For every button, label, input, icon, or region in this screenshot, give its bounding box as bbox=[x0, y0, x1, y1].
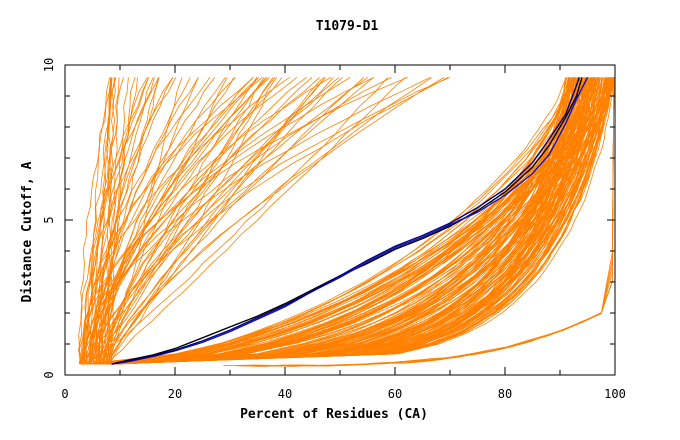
model-curve bbox=[100, 77, 587, 365]
model-curve bbox=[85, 77, 614, 365]
model-curve bbox=[94, 77, 600, 365]
model-curve bbox=[98, 77, 432, 365]
model-curve bbox=[96, 77, 571, 365]
model-curve bbox=[94, 77, 603, 365]
x-tick-label: 100 bbox=[604, 387, 626, 401]
model-curve bbox=[96, 77, 579, 365]
model-curve bbox=[94, 77, 609, 365]
model-curve bbox=[92, 77, 307, 365]
model-curve bbox=[80, 77, 392, 365]
model-curve bbox=[95, 77, 608, 365]
model-curves bbox=[78, 77, 615, 367]
model-curve bbox=[95, 77, 226, 365]
model-curve bbox=[89, 77, 274, 365]
model-curve bbox=[88, 77, 138, 365]
model-curve bbox=[112, 77, 576, 365]
model-curve bbox=[92, 77, 600, 365]
y-axis-label: Distance Cutoff, A bbox=[20, 161, 35, 302]
model-curve bbox=[98, 77, 160, 365]
model-curve bbox=[103, 77, 614, 365]
model-curve bbox=[88, 77, 113, 365]
x-tick-label: 80 bbox=[498, 387, 512, 401]
model-curve bbox=[99, 77, 607, 365]
model-curve bbox=[108, 77, 573, 365]
model-curve bbox=[98, 77, 615, 365]
model-curve bbox=[84, 77, 595, 365]
model-curve bbox=[98, 77, 611, 365]
model-curve bbox=[112, 77, 580, 365]
model-curve bbox=[105, 77, 611, 365]
model-curve bbox=[90, 77, 174, 365]
x-tick-label: 0 bbox=[61, 387, 68, 401]
model-curve bbox=[96, 77, 199, 365]
x-axis-label: Percent of Residues (CA) bbox=[240, 407, 428, 422]
model-curve bbox=[99, 77, 599, 365]
model-curve bbox=[93, 77, 265, 365]
y-tick-label: 10 bbox=[42, 58, 56, 72]
model-curve bbox=[89, 77, 613, 365]
model-curve bbox=[109, 77, 326, 365]
model-curve bbox=[105, 77, 364, 365]
y-tick-label: 5 bbox=[42, 216, 56, 223]
highlight-series-line-1 bbox=[111, 77, 583, 365]
model-curve bbox=[85, 77, 581, 365]
model-curve bbox=[108, 77, 129, 365]
model-curve bbox=[85, 77, 176, 365]
model-curve bbox=[100, 77, 343, 365]
model-curve bbox=[102, 77, 116, 365]
chart-title: T1079-D1 bbox=[316, 19, 379, 34]
model-curve bbox=[78, 77, 113, 365]
model-curve bbox=[95, 77, 608, 365]
model-curve bbox=[112, 77, 567, 365]
model-curve bbox=[82, 77, 263, 365]
model-curve bbox=[92, 77, 449, 365]
model-curve bbox=[104, 77, 340, 365]
model-curve bbox=[110, 77, 588, 365]
model-curve bbox=[95, 77, 570, 365]
model-curve bbox=[238, 77, 615, 367]
model-curve bbox=[83, 77, 574, 365]
model-curve bbox=[100, 77, 573, 365]
tick-labels: 0 20 40 60 80 100 0 5 10 bbox=[42, 58, 626, 401]
highlight-series-line-3 bbox=[111, 77, 580, 365]
model-curve bbox=[108, 77, 577, 365]
axis-ticks bbox=[64, 64, 616, 376]
model-curve bbox=[91, 77, 588, 365]
x-tick-label: 60 bbox=[388, 387, 402, 401]
model-curve bbox=[96, 77, 593, 365]
model-curve bbox=[84, 77, 389, 365]
highlight-curves bbox=[111, 77, 589, 365]
model-curve bbox=[95, 77, 191, 365]
model-curve bbox=[107, 77, 183, 365]
model-curve bbox=[102, 77, 228, 365]
model-curve bbox=[85, 77, 124, 365]
x-tick-label: 40 bbox=[278, 387, 292, 401]
model-curve bbox=[93, 77, 608, 365]
model-curve bbox=[83, 77, 334, 365]
highlight-series-line-2 bbox=[111, 77, 589, 365]
model-curve bbox=[97, 77, 593, 365]
y-tick-label: 0 bbox=[42, 371, 56, 378]
x-tick-label: 20 bbox=[168, 387, 182, 401]
model-curve bbox=[96, 77, 277, 365]
model-curve bbox=[103, 77, 313, 365]
model-curve bbox=[104, 77, 406, 365]
model-curve bbox=[113, 77, 612, 365]
model-curve bbox=[79, 77, 267, 365]
model-curve bbox=[95, 77, 579, 365]
model-curve bbox=[88, 77, 611, 365]
model-curve bbox=[100, 77, 276, 365]
model-curve bbox=[92, 77, 174, 365]
model-curve bbox=[84, 77, 351, 365]
